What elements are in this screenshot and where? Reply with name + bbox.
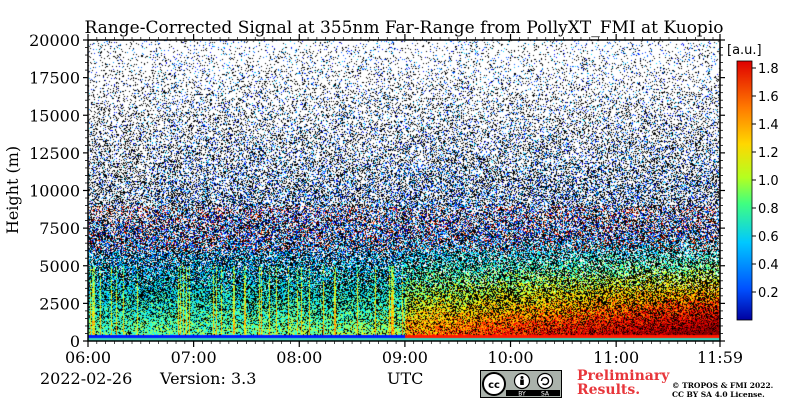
x-tick-label: 11:00 (593, 348, 639, 367)
preliminary-line-2: Results. (577, 382, 641, 398)
y-tick-label: 0 (70, 332, 80, 351)
y-tick-label: 5000 (39, 257, 80, 276)
x-tick-label: 07:00 (171, 348, 217, 367)
colorbar-tick-label: 1.0 (758, 174, 779, 189)
colorbar-tick-label: 1.4 (758, 118, 779, 133)
colorbar-label: [a.u.] (727, 43, 762, 58)
x-axis: 06:00 07:00 08:00 09:00 10:00 11:00 11:59 (65, 34, 743, 367)
sa-icon (536, 372, 554, 390)
preliminary-notice: Preliminary Results. (577, 369, 669, 397)
copyright-line-1: © TROPOS & FMI 2022. (672, 381, 774, 390)
by-text: BY (518, 391, 526, 398)
y-tick-label: 12500 (29, 144, 80, 163)
utc-label: UTC (387, 369, 424, 388)
y-tick-label: 10000 (29, 182, 80, 201)
y-tick-label: 20000 (29, 31, 80, 50)
colorbar-tick-label: 0.4 (758, 258, 779, 273)
colorbar-tick-label: 0.8 (758, 202, 779, 217)
y-tick-label: 7500 (39, 219, 80, 238)
colorbar-gradient (736, 60, 753, 321)
y-axis: 0 2500 5000 7500 10000 12500 15000 17500 20000 (29, 31, 725, 351)
sa-text: SA (541, 391, 550, 398)
svg-text:cc: cc (488, 380, 500, 391)
x-tick-label: 10:00 (487, 348, 533, 367)
plot-area (87, 39, 721, 342)
colorbar-tick-label: 0.6 (758, 230, 779, 245)
colorbar: [a.u.] 0.2 0.4 0.6 0.8 1.0 1.2 1.4 1.6 1.8 (727, 43, 779, 321)
x-tick-label: 06:00 (65, 348, 111, 367)
x-tick-label: 11:59 (697, 348, 743, 367)
preliminary-line-1: Preliminary (577, 368, 670, 384)
date-label: 2022-02-26 (40, 369, 133, 388)
cc-icon (482, 372, 506, 396)
chart-title: Range-Corrected Signal at 355nm Far-Rang… (84, 18, 723, 38)
heatmap-raster (88, 40, 720, 341)
colorbar-tick-label: 1.8 (758, 62, 779, 77)
y-tick-label: 17500 (29, 69, 80, 88)
colorbar-tick-label: 1.6 (758, 90, 779, 105)
y-tick-label: 15000 (29, 106, 80, 125)
x-tick-label: 09:00 (382, 348, 428, 367)
version-label: Version: 3.3 (160, 369, 257, 388)
cc-license-badge: cc BY SA (480, 370, 562, 398)
x-tick-label: 08:00 (276, 348, 322, 367)
colorbar-tick-label: 0.2 (758, 286, 779, 301)
colorbar-tick-label: 1.2 (758, 146, 779, 161)
y-axis-label: Height (m) (3, 146, 22, 234)
copyright-notice: © TROPOS & FMI 2022. CC BY SA 4.0 Licens… (672, 381, 773, 399)
copyright-line-2: CC BY SA 4.0 License. (672, 390, 765, 399)
colorbar-ticks: 0.2 0.4 0.6 0.8 1.0 1.2 1.4 1.6 1.8 (752, 62, 779, 301)
y-tick-label: 2500 (39, 294, 80, 313)
